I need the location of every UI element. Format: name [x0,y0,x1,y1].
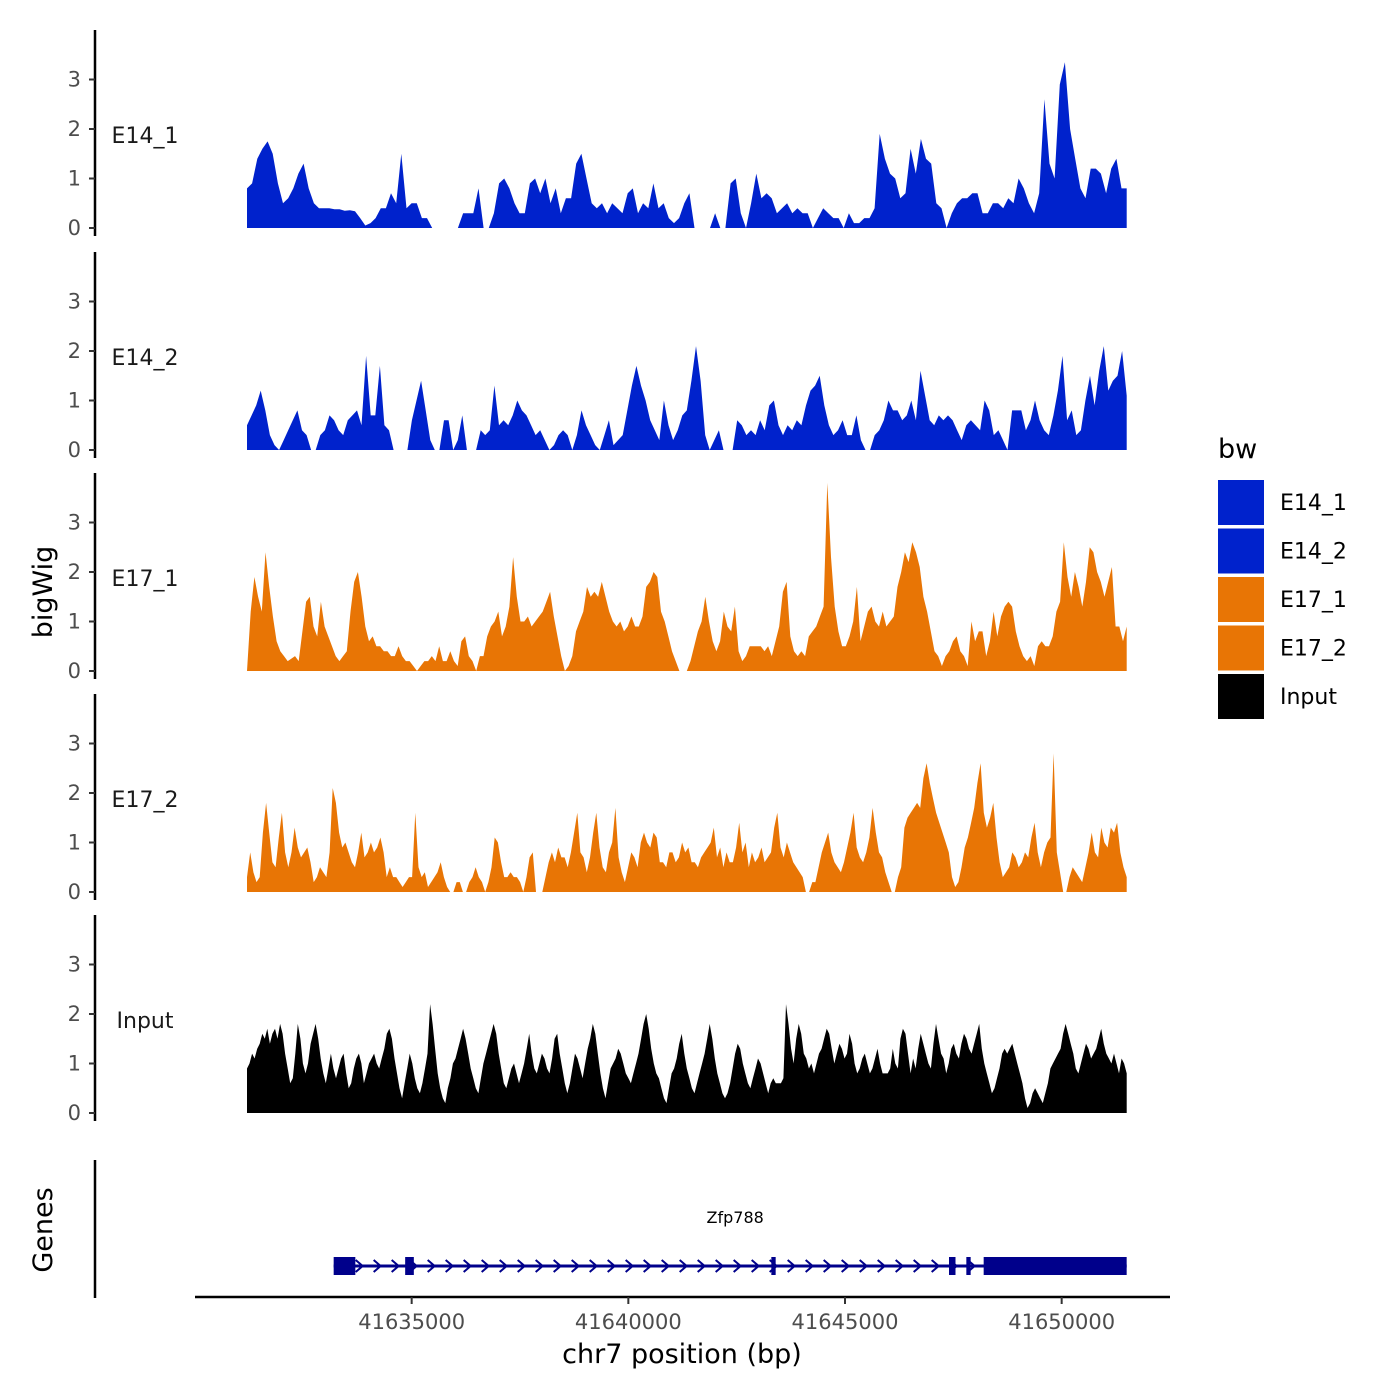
x-tick-label: 41635000 [358,1310,465,1334]
x-axis: 41635000 41640000 41645000 41650000 [195,1295,1170,1334]
strand-arrow [841,1259,851,1273]
y-tick-label: 3 [68,953,81,977]
strand-arrow [751,1259,761,1273]
strand-arrow [643,1259,653,1273]
genes-panel-title: Genes [28,1187,59,1272]
track-e14_1: 0 1 2 3 E14_1 [68,30,1127,240]
strand-arrow [805,1259,815,1273]
signal-area-e17_2 [247,753,1127,892]
strand-arrow [931,1259,941,1273]
y-tick-label: 2 [68,339,81,363]
x-axis-title: chr7 position (bp) [562,1339,802,1370]
y-tick-label: 0 [68,659,81,683]
strand-arrow [697,1259,707,1273]
gene-exon [405,1257,414,1275]
strand-arrow [427,1259,437,1273]
strand-arrow [679,1259,689,1273]
gene-name-label: Zfp788 [707,1208,764,1227]
gene-exon [966,1257,971,1275]
track-e14_2: 0 1 2 3 E14_2 [68,252,1127,462]
y-axis-title: bigWig [28,546,59,639]
strand-arrow [499,1259,509,1273]
strand-arrow [481,1259,491,1273]
track-label: E14_1 [112,124,179,149]
y-tick-label: 1 [68,610,81,634]
y-tick-label: 1 [68,167,81,191]
y-tick-label: 1 [68,1052,81,1076]
signal-area-e14_1 [247,62,1127,229]
bigwig-tracks: 0 1 2 3 E14_1 0 1 2 3 E14_2 0 1 2 3 E17_1 0 1 2 3 E17_2 0 1 2 3… [68,30,1127,1125]
strand-arrow [787,1259,797,1273]
legend-title: bw [1218,434,1257,465]
gene-exon [771,1257,776,1275]
signal-area-e17_1 [247,482,1127,671]
strand-arrow [859,1259,869,1273]
strand-arrow [733,1259,743,1273]
strand-arrow [913,1259,923,1273]
y-tick-label: 3 [68,68,81,92]
track-input: 0 1 2 3 Input [68,915,1127,1125]
track-e17_2: 0 1 2 3 E17_2 [68,694,1127,904]
x-tick-label: 41650000 [1008,1310,1115,1334]
y-tick-label: 0 [68,216,81,240]
strand-arrow [589,1259,599,1273]
legend-swatch-e14_1 [1218,480,1264,525]
y-tick-label: 3 [68,511,81,535]
strand-arrow [625,1259,635,1273]
y-tick-label: 2 [68,1002,81,1026]
y-tick-label: 2 [68,560,81,584]
track-label: E17_2 [112,788,179,813]
y-tick-label: 1 [68,831,81,855]
strand-arrow [607,1259,617,1273]
track-label: E17_1 [112,567,179,592]
track-label: Input [117,1009,174,1034]
strand-arrow [535,1259,545,1273]
x-tick-label: 41645000 [792,1310,899,1334]
track-e17_1: 0 1 2 3 E17_1 [68,473,1127,683]
legend-swatch-e17_1 [1218,577,1264,622]
legend-label-e14_1: E14_1 [1280,491,1347,516]
y-tick-label: 2 [68,781,81,805]
y-tick-label: 0 [68,880,81,904]
strand-arrow [517,1259,527,1273]
x-tick-label: 41640000 [575,1310,682,1334]
strand-arrow [823,1259,833,1273]
track-label: E14_2 [112,346,179,371]
y-tick-label: 1 [68,389,81,413]
legend-swatch-input [1218,674,1264,719]
legend: bw E14_1 E14_2 E17_1 E17_2 Input [1218,434,1347,719]
legend-swatch-e14_2 [1218,528,1264,574]
strand-arrow [553,1259,563,1273]
strand-arrow [463,1259,473,1273]
strand-arrow [373,1259,383,1273]
strand-arrow [877,1259,887,1273]
strand-arrow [661,1259,671,1273]
gene-exon [983,1257,1127,1275]
strand-arrow [571,1259,581,1273]
gene-exon [949,1257,956,1275]
strand-arrow [355,1259,365,1273]
y-tick-label: 0 [68,438,81,462]
y-tick-label: 3 [68,732,81,756]
signal-area-e14_2 [247,346,1127,450]
gene-exon [333,1257,356,1275]
y-tick-label: 2 [68,117,81,141]
signal-area-input [247,1004,1127,1113]
y-tick-label: 0 [68,1101,81,1125]
strand-arrow [445,1259,455,1273]
legend-label-e17_2: E17_2 [1280,637,1347,662]
strand-arrow [715,1259,725,1273]
legend-label-e14_2: E14_2 [1280,540,1347,565]
gene-panel: Zfp788 [93,1160,1127,1298]
y-tick-label: 3 [68,290,81,314]
legend-label-input: Input [1280,685,1337,710]
legend-swatch-e17_2 [1218,625,1264,671]
strand-arrow [895,1259,905,1273]
legend-label-e17_1: E17_1 [1280,588,1347,613]
strand-arrow [391,1259,401,1273]
